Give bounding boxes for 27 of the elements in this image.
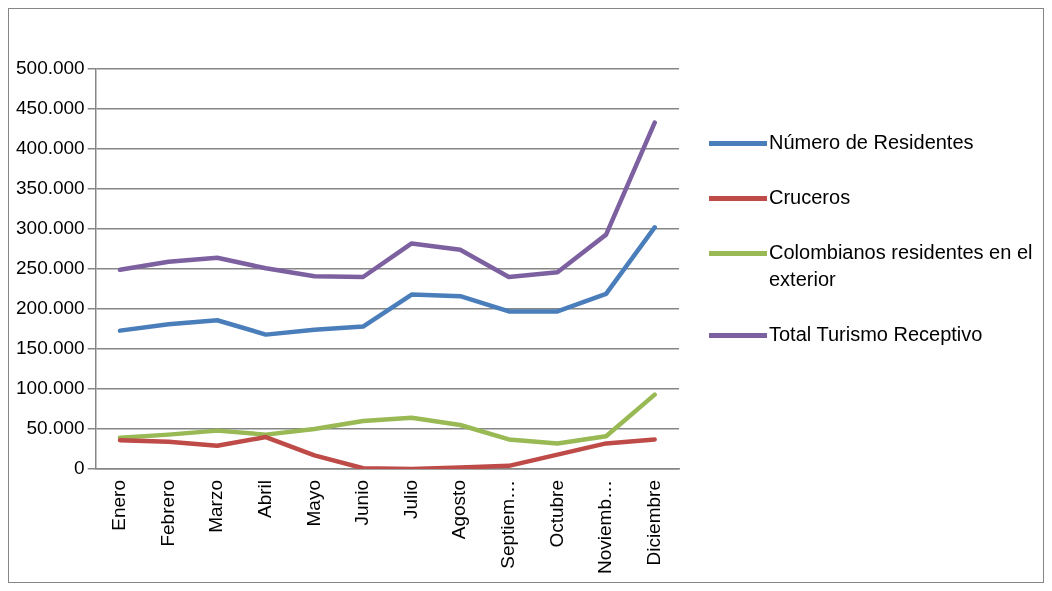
x-tick-label: Septiem… <box>497 480 519 569</box>
y-tick-label: 200.000 <box>15 297 85 319</box>
x-tick-label: Abril <box>254 480 276 519</box>
legend-label: Total Turismo Receptivo <box>769 322 983 347</box>
x-tick-label: Noviemb… <box>594 480 616 575</box>
y-tick-label: 0 <box>74 457 85 479</box>
y-tick-label: 400.000 <box>15 137 85 159</box>
x-tick-label: Enero <box>108 480 130 531</box>
x-tick-label: Agosto <box>448 480 470 540</box>
legend-label: Cruceros <box>769 185 851 210</box>
x-tick-label: Julio <box>399 480 421 520</box>
y-tick-label: 350.000 <box>15 177 85 199</box>
y-tick-label: 500.000 <box>15 57 85 79</box>
legend-label: Número de Residentes <box>769 130 974 155</box>
y-tick-label: 250.000 <box>15 257 85 279</box>
x-tick-label: Febrero <box>156 480 178 547</box>
y-tick-label: 450.000 <box>15 97 85 119</box>
legend-label: Colombianos residentes en el exterior <box>769 240 1034 292</box>
y-tick-label: 100.000 <box>15 377 85 399</box>
y-tick-label: 300.000 <box>15 217 85 239</box>
x-tick-label: Junio <box>351 480 373 526</box>
x-tick-label: Marzo <box>205 480 227 533</box>
x-tick-label: Mayo <box>302 480 324 527</box>
x-tick-label: Diciembre <box>642 480 664 566</box>
y-tick-label: 150.000 <box>15 337 85 359</box>
y-tick-label: 50.000 <box>26 417 85 439</box>
x-tick-label: Octubre <box>545 480 567 548</box>
